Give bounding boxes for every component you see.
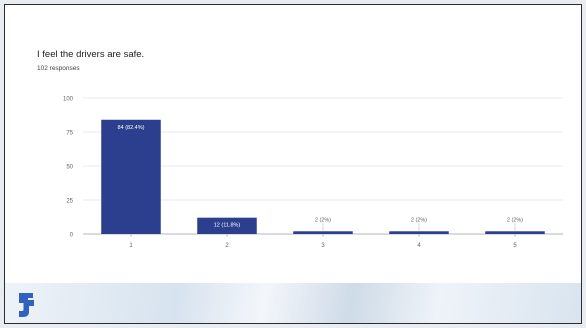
x-tick-label: 1 (129, 243, 133, 249)
x-tick-label: 3 (321, 243, 325, 249)
bar-chart: 100 75 50 25 0 84 (82.4%) 1 12 (11.8%) 2 2 (2%) 3 2… (63, 97, 563, 249)
bar (101, 119, 161, 234)
y-tick-label: 50 (66, 165, 73, 171)
x-tick-label: 2 (225, 243, 229, 249)
y-tick-label: 0 (70, 233, 74, 239)
data-label: 84 (82.4%) (118, 125, 145, 131)
bar (197, 217, 257, 234)
bar (293, 231, 353, 234)
y-tick-label: 75 (66, 131, 73, 137)
slide: I feel the drivers are safe. 102 respons… (4, 4, 582, 324)
decorative-footer-band (5, 283, 581, 323)
y-tick-label: 25 (66, 199, 73, 205)
data-label: 12 (11.8%) (214, 223, 241, 229)
bar (485, 231, 545, 234)
chart-subtitle: 102 responses (37, 65, 80, 72)
y-tick-label: 100 (63, 97, 74, 103)
data-label: 2 (2%) (315, 217, 331, 223)
data-label: 2 (2%) (507, 217, 523, 223)
bar (389, 231, 449, 234)
brand-logo-icon (19, 293, 34, 317)
x-tick-label: 5 (513, 243, 517, 249)
chart-title: I feel the drivers are safe. (37, 49, 145, 60)
data-label: 2 (2%) (411, 217, 427, 223)
x-tick-label: 4 (417, 243, 421, 249)
